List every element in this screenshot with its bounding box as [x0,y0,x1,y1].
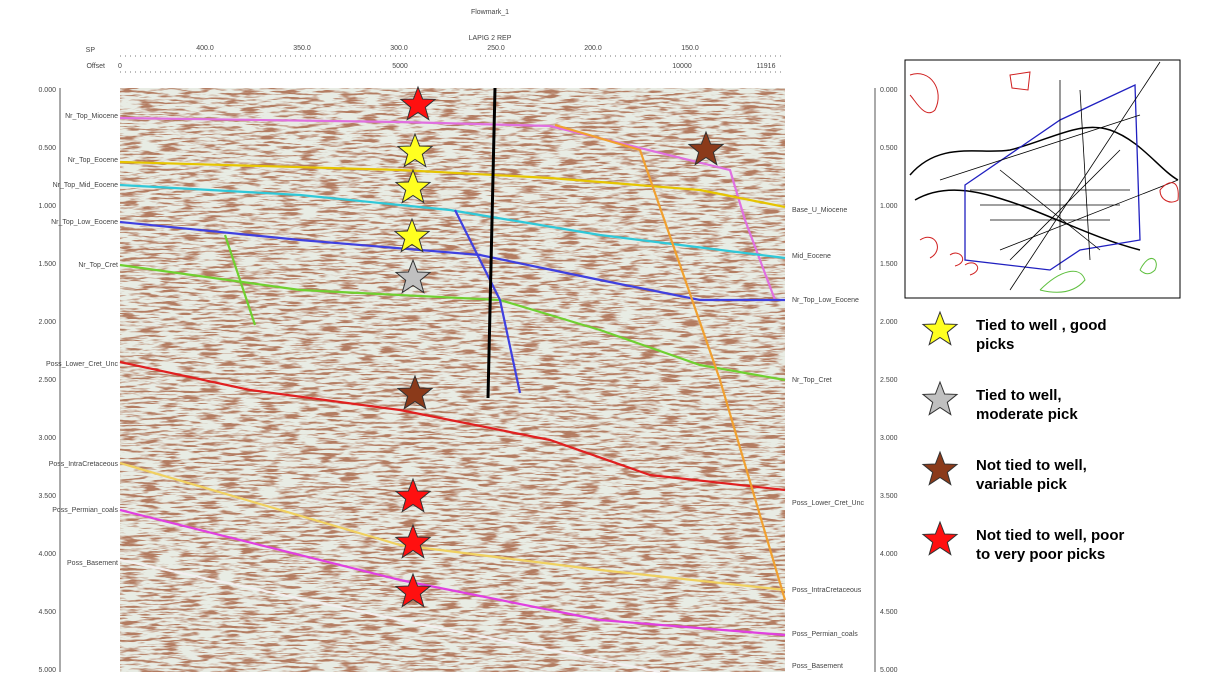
contour [1009,71,1031,91]
legend-star [922,451,958,486]
sp-tick-label: 200.0 [584,45,602,52]
legend-text: Not tied to well, poor [976,527,1124,544]
horizon-label: Poss_IntraCretaceous [49,461,119,468]
map-frame [904,59,1181,299]
horizon [119,360,786,492]
sp-label: SP [86,47,96,54]
horizon-label: Poss_IntraCretaceous [792,587,862,594]
legend-text: picks [976,336,1014,353]
legend [922,311,958,556]
depth-tick-label: 1.000 [38,203,56,210]
horizon-label: Mid_Eocene [792,253,831,260]
offset-label: Offset [86,63,105,70]
horizon [119,160,786,209]
horizon-label: Nr_Top_Miocene [65,113,118,120]
horizon-label: Poss_Lower_Cret_Unc [792,500,864,507]
legend-star [922,311,958,346]
well [486,87,497,399]
horizon [119,508,786,637]
fault [554,123,787,601]
sp-tick-label: 250.0 [487,45,505,52]
legend-text: Tied to well, [976,387,1062,404]
legend-text: Tied to well , good [976,317,1107,334]
horizon-label: Poss_Basement [67,560,118,567]
depth-tick-label: 4.000 [880,551,898,558]
depth-tick-label: 5.000 [38,667,56,674]
horizon-label: Poss_Lower_Cret_Unc [46,361,118,368]
depth-tick-label: 2.500 [880,377,898,384]
depth-tick-label: 0.000 [880,87,898,94]
legend-star [922,381,958,416]
horizon-label: Nr_Top_Low_Eocene [51,219,118,226]
contour [1039,258,1157,293]
horizon-label: Base_U_Miocene [792,207,847,214]
sp-tick-label: 300.0 [390,45,408,52]
offset-tick-label: 0 [118,63,122,70]
depth-tick-label: 0.500 [880,145,898,152]
offset-tick-label: 5000 [392,63,408,70]
depth-tick-label: 2.000 [880,319,898,326]
legend-text: variable pick [976,476,1068,493]
subtitle: LAPIG 2 REP [469,35,512,42]
depth-tick-label: 2.000 [38,319,56,326]
horizons [119,87,787,674]
block-outline [964,83,1141,271]
depth-tick-label: 0.000 [38,87,56,94]
offset-tick-label: 11916 [757,63,776,70]
sp-tick-label: 400.0 [196,45,214,52]
depth-tick-label: 3.500 [880,493,898,500]
depth-tick-label: 1.500 [38,261,56,268]
legend-text: moderate pick [976,406,1078,423]
horizon-label: Nr_Top_Cret [792,377,832,384]
legend-text: Not tied to well, [976,457,1087,474]
sp-tick-label: 150.0 [681,45,699,52]
fault [454,209,522,394]
legend-text: to very poor picks [976,546,1105,563]
depth-tick-label: 5.000 [880,667,898,674]
offset-tick-label: 10000 [672,63,692,70]
fault [223,234,257,326]
location-map [904,59,1181,299]
horizon-label: Nr_Top_Cret [78,262,118,269]
horizon-label: Poss_Permian_coals [792,631,858,638]
depth-tick-label: 2.500 [38,377,56,384]
title: Flowmark_1 [471,9,509,16]
horizon-label: Poss_Basement [792,663,843,670]
horizon [119,183,786,260]
horizon [119,558,661,674]
coastline [909,126,1179,181]
horizon-label: Poss_Permian_coals [52,507,118,514]
horizon-label: Nr_Top_Low_Eocene [792,297,859,304]
contour [909,73,939,114]
horizon [119,116,777,301]
depth-tick-label: 4.000 [38,551,56,558]
horizon [119,220,785,302]
seismic-lines [939,61,1179,291]
contour [919,236,979,276]
depth-tick-label: 4.500 [38,609,56,616]
legend-star [922,521,958,556]
depth-tick-label: 3.000 [38,435,56,442]
horizon-label: Nr_Top_Mid_Eocene [53,182,118,189]
depth-tick-label: 3.500 [38,493,56,500]
depth-tick-label: 1.000 [880,203,898,210]
contour [1159,182,1179,203]
sp-tick-label: 350.0 [293,45,311,52]
depth-tick-label: 1.500 [880,261,898,268]
depth-tick-label: 3.000 [880,435,898,442]
depth-tick-label: 4.500 [880,609,898,616]
depth-tick-label: 0.500 [38,145,56,152]
seismic-texture [120,88,785,672]
horizon [119,263,786,382]
horizon-label: Nr_Top_Eocene [68,157,118,164]
horizon [119,461,786,592]
